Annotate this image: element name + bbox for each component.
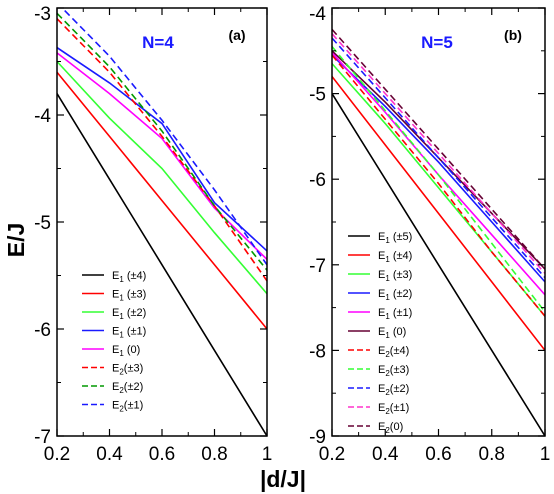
x-tick-label: 0.4 — [372, 444, 399, 465]
n-annotation: N=4 — [142, 33, 174, 52]
y-axis-title: E/J — [3, 223, 29, 258]
series-line-8 — [332, 45, 545, 313]
panel-tag: (a) — [228, 27, 245, 43]
legend-label: E2(±4) — [378, 345, 409, 359]
y-tick-label: -3 — [34, 4, 51, 25]
legend-label: E1 (±3) — [112, 289, 146, 303]
x-tick-label: 0.4 — [96, 444, 123, 465]
legend-label: E2(0) — [378, 421, 403, 435]
legend-label: E2(±1) — [378, 402, 409, 416]
series-line-8 — [61, 8, 267, 266]
x-tick-label: 1 — [262, 444, 273, 465]
legend-label: E2(±3) — [112, 363, 143, 377]
panel-tag: (b) — [504, 27, 522, 43]
legend-label: E1 (±1) — [112, 326, 146, 340]
legend-label: E1 (±1) — [378, 307, 412, 321]
legend-label: E1 (±2) — [112, 307, 146, 321]
series-lines — [332, 28, 545, 436]
panel-b: 0.2 0.4 0.6 0.8 1-9-8-7-6-5-4(b)N=5E1 (±5)E1… — [309, 4, 550, 465]
series-line-1 — [57, 93, 267, 436]
y-tick-label: -7 — [34, 427, 51, 448]
series-line-3 — [57, 60, 267, 295]
series-line-1 — [332, 93, 545, 436]
legend-label: E1 (±3) — [378, 269, 412, 283]
series-line-7 — [332, 54, 545, 317]
series-line-2 — [332, 76, 545, 351]
y-tick-label: -5 — [34, 213, 51, 234]
y-tick-label: -9 — [309, 427, 326, 448]
legend-label: E1 (±4) — [378, 250, 412, 264]
plot-frame — [331, 7, 546, 437]
legend-label: E1 (0) — [112, 344, 140, 358]
legend-label: E1 (±2) — [378, 288, 412, 302]
legend-label: E2(±2) — [112, 381, 143, 395]
legend-label: E1 (±4) — [112, 270, 146, 284]
legend-label: E2(±1) — [112, 400, 143, 414]
legend-label: E2(±3) — [378, 364, 409, 378]
x-axis-title: |d/J| — [260, 466, 306, 492]
x-tick-label: 0.6 — [149, 444, 175, 465]
x-tick-label: 0.6 — [425, 444, 451, 465]
legend: E1 (±5) E1 (±4) E1 (±3) E1 (±2) E1 (±1) E1 (0… — [348, 231, 412, 435]
n-annotation: N=5 — [421, 33, 453, 52]
legend-label: E1 (0) — [378, 326, 406, 340]
x-tick-label: 0.8 — [479, 444, 505, 465]
series-line-6 — [57, 18, 267, 282]
y-tick-label: -4 — [309, 4, 326, 25]
legend-label: E2(±2) — [378, 383, 409, 397]
x-tick-label: 0.2 — [319, 444, 345, 465]
legend-label: E1 (±5) — [378, 231, 412, 245]
series-line-7 — [57, 12, 267, 271]
series-line-9 — [332, 37, 545, 279]
y-tick-label: -7 — [309, 256, 326, 277]
y-tick-label: -6 — [34, 320, 51, 341]
y-tick-label: -8 — [309, 341, 326, 362]
series-line-2 — [57, 71, 267, 330]
series-lines — [57, 8, 267, 436]
x-tick-label: 1 — [540, 444, 551, 465]
series-line-4 — [57, 46, 267, 252]
series-line-11 — [332, 28, 545, 270]
panel-a: 0.2 0.4 0.6 0.8 1-7-6-5-4-3(a)N=4E1 (±4)E1 (… — [34, 4, 273, 465]
series-line-10 — [332, 33, 545, 274]
x-tick-label: 0.2 — [44, 444, 70, 465]
y-tick-label: -4 — [34, 106, 51, 127]
series-line-5 — [57, 52, 267, 260]
legend: E1 (±4) E1 (±3) E1 (±2) E1 (±1) E1 (0) E2(±3)… — [82, 270, 146, 414]
y-tick-label: -5 — [309, 85, 326, 106]
y-tick-label: -6 — [309, 170, 326, 191]
x-tick-label: 0.8 — [201, 444, 227, 465]
